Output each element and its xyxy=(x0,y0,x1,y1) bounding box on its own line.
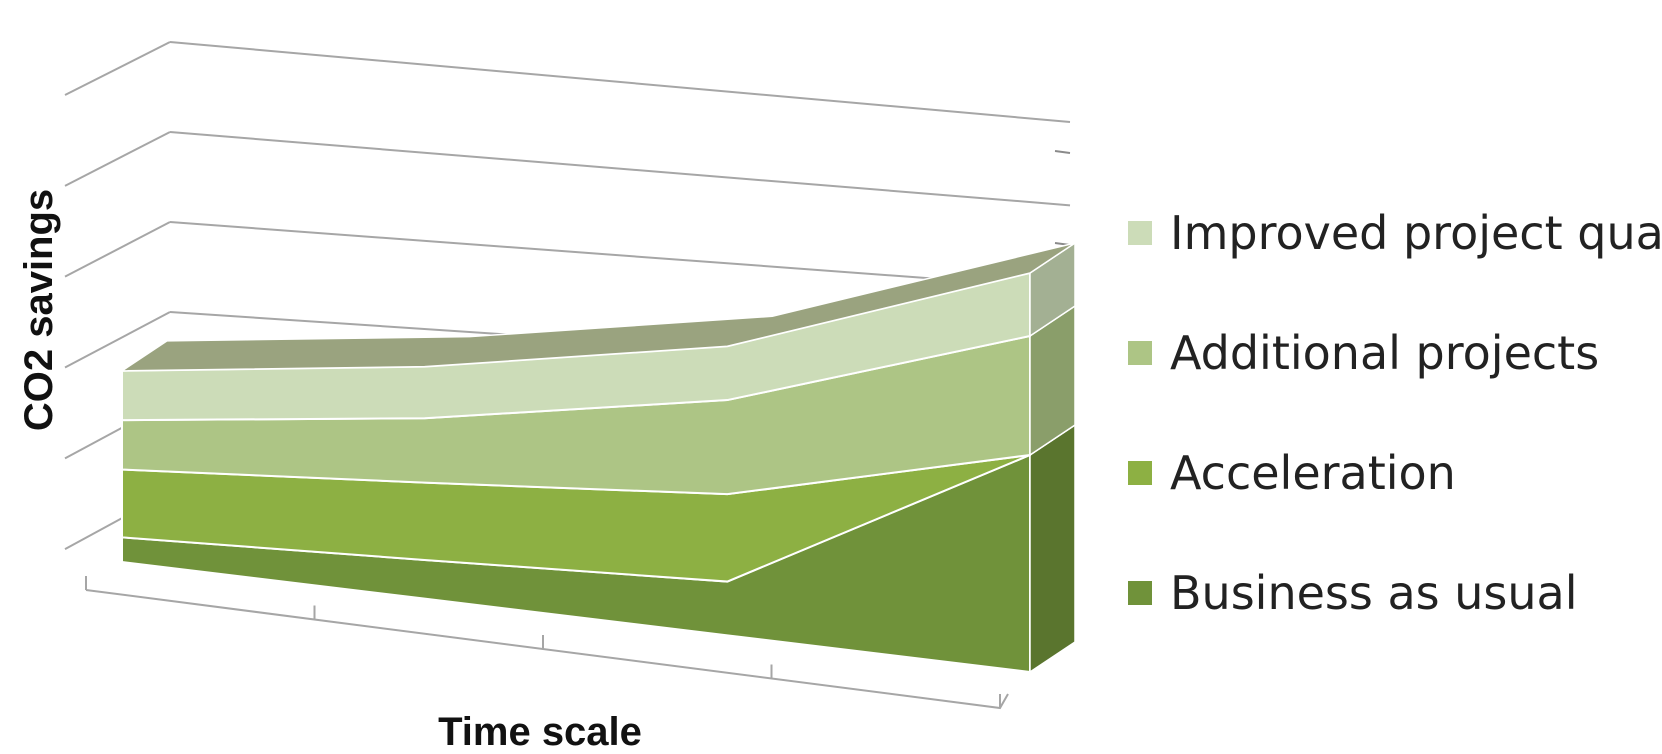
side-gridline xyxy=(64,311,171,369)
side-gridline xyxy=(64,131,171,187)
legend-swatch xyxy=(1128,341,1152,365)
side-gridline xyxy=(64,41,171,96)
plot-areas xyxy=(119,241,1076,674)
legend-swatch xyxy=(1128,221,1152,245)
side-gridline xyxy=(64,221,171,278)
right-tick xyxy=(1054,150,1071,154)
y-axis-label: CO2 savings xyxy=(17,189,61,431)
legend-label: Acceleration xyxy=(1170,446,1456,500)
gridline xyxy=(169,131,1071,207)
area-top-surface xyxy=(119,242,1076,372)
legend-swatch xyxy=(1128,461,1152,485)
area-side-face xyxy=(1029,423,1076,674)
legend-label: Improved project quality xyxy=(1170,206,1662,260)
gridline xyxy=(169,221,1071,290)
gridline xyxy=(169,41,1071,123)
legend-label: Additional projects xyxy=(1170,326,1600,380)
x-axis-label: Time scale xyxy=(438,710,642,754)
legend-label: Business as usual xyxy=(1170,566,1578,620)
legend-swatch xyxy=(1128,581,1152,605)
